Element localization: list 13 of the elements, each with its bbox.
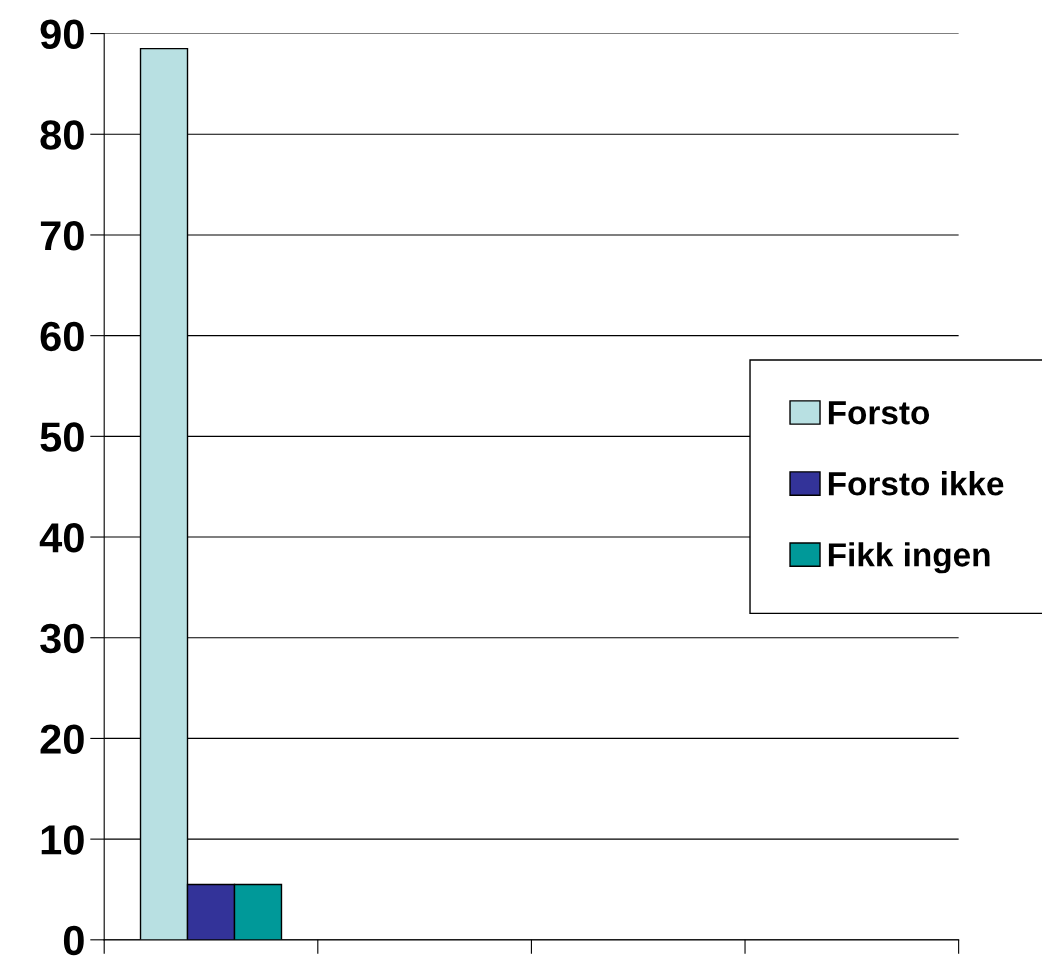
y-tick-label: 50: [40, 422, 84, 452]
y-tick-label: 80: [40, 120, 84, 150]
y-tick-label: 70: [40, 220, 84, 251]
y-tick-label: 60: [40, 321, 84, 352]
y-tick-label: 40: [39, 523, 84, 553]
y-tick-label: 0: [63, 925, 84, 956]
legend-label: Forsto: [828, 401, 930, 425]
y-tick-label: 90: [40, 19, 84, 50]
y-tick-label: 30: [40, 623, 84, 654]
y-tick-label: 20: [40, 724, 84, 754]
y-tick-label: 10: [41, 825, 84, 855]
legend-label: Forsto ikke: [828, 471, 1004, 496]
legend-label: Fikk ingen: [828, 542, 990, 574]
